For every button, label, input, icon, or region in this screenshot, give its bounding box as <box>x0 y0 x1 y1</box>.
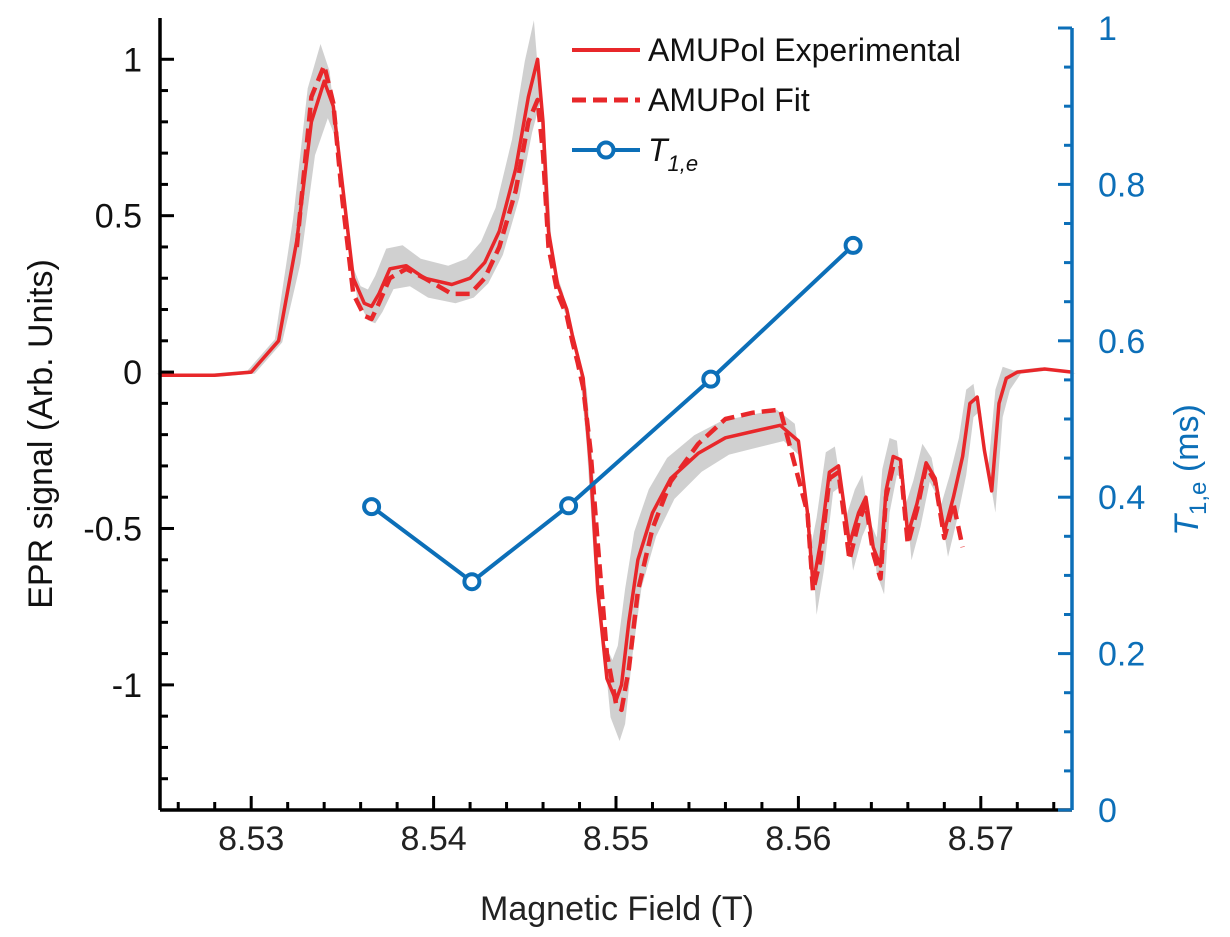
y-left-tick-label: 1 <box>123 41 142 79</box>
x-axis-title: Magnetic Field (T) <box>480 890 754 928</box>
y-right-tick-label: 0.2 <box>1098 636 1145 674</box>
series-amupol-experimental <box>160 57 1073 703</box>
y-right-tick-label: 0.8 <box>1098 166 1145 204</box>
x-tick-label: 8.54 <box>401 820 467 858</box>
t1e-point <box>362 497 382 517</box>
x-tick-label: 8.56 <box>765 820 831 858</box>
x-tick-label: 8.55 <box>583 820 649 858</box>
y-right-tick-label: 1 <box>1098 10 1117 48</box>
y-right-title-main: T <box>1168 513 1206 536</box>
legend-label-t1e: T1,e <box>648 132 698 176</box>
legend-label-t1e-main: T <box>648 132 670 168</box>
t1e-point <box>462 572 482 592</box>
y-left-tick-label: 0.5 <box>95 198 142 236</box>
legend-marker-t1e <box>596 140 616 160</box>
x-tick-label: 8.53 <box>218 820 284 858</box>
y-right-tick-label: 0.6 <box>1098 323 1145 361</box>
y-left-tick-label: -0.5 <box>83 510 142 548</box>
y-left-tick-label: 0 <box>123 354 142 392</box>
y-left-tick-label: -1 <box>112 667 142 705</box>
y-right-tick-label: 0 <box>1098 792 1117 830</box>
y-right-axis-title: T1,e (ms) <box>1168 404 1212 536</box>
uncertainty-band <box>156 20 1076 741</box>
y-right-title-sub: 1,e <box>1185 482 1212 515</box>
y-left-axis-title: EPR signal (Arb. Units) <box>22 259 60 609</box>
legend-label-experimental: AMUPol Experimental <box>648 32 961 68</box>
legend-label-fit: AMUPol Fit <box>648 82 810 118</box>
t1e-point <box>701 369 721 389</box>
t1e-point <box>843 235 863 255</box>
legend-label-t1e-sub: 1,e <box>668 151 699 176</box>
t1e-point <box>559 496 579 516</box>
x-tick-label: 8.57 <box>948 820 1014 858</box>
axes-layer: 8.53 8.54 8.55 8.56 8.57 1 0.5 0 -0.5 -1 1 0.8 0.6 0.… <box>83 10 1145 858</box>
series-layer <box>160 57 1073 713</box>
uncertainty-band-area <box>156 20 1076 741</box>
legend: AMUPol Experimental AMUPol Fit T1,e <box>572 32 961 176</box>
y-right-title-unit: (ms) <box>1168 404 1206 481</box>
y-right-tick-label: 0.4 <box>1098 479 1145 517</box>
